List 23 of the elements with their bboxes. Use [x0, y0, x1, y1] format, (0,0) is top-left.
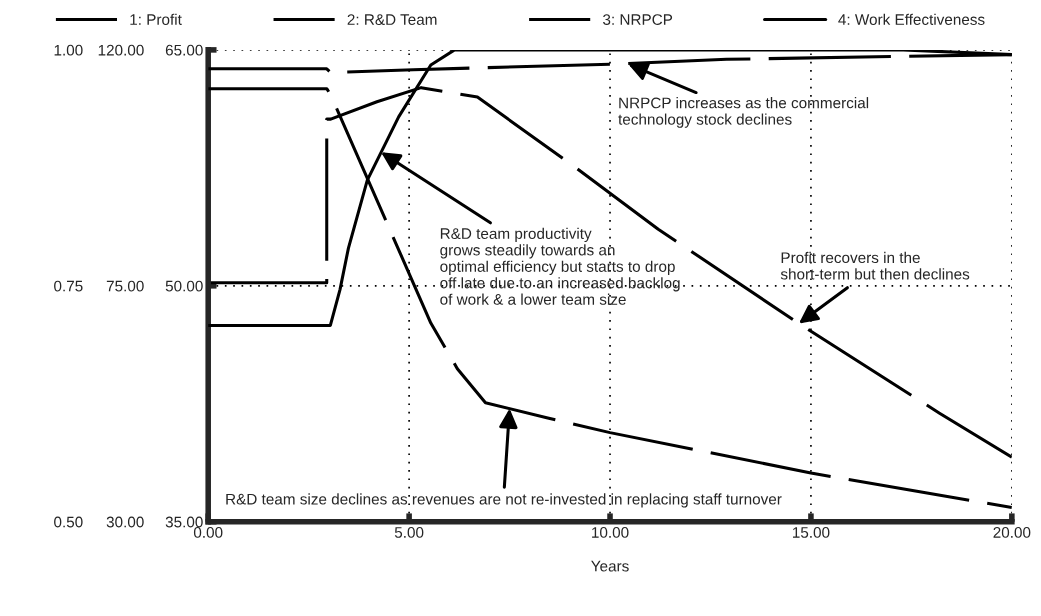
legend-label: 1: Profit [130, 13, 182, 25]
y3-tick-label: 1.00 [54, 44, 83, 56]
x-tick-label: 20.00 [993, 527, 1031, 538]
annotation: NRPCP increases as the commercial technology stock declines [618, 97, 869, 128]
legend-label: 4: Work Effectiveness [838, 13, 985, 25]
x-tick-label: 5.00 [394, 527, 424, 538]
y2-tick-label: 30.00 [106, 516, 144, 528]
y3-tick-label: 0.50 [54, 516, 83, 528]
legend-label: 2: R&D Team [347, 14, 437, 25]
y-tick-label: 65.00 [165, 44, 203, 56]
y-tick-label: 35.00 [165, 516, 203, 528]
annotation: R&D team size declines as revenues are not re-invested in replacing staff turnover [226, 493, 782, 508]
y2-tick-label: 75.00 [106, 280, 144, 292]
annotation: R&D team productivity grows steadily towards an optimal efficiency but starts to drop off late due to an increased backlog of work & a lower team size [440, 227, 680, 305]
y2-tick-label: 120.00 [98, 44, 144, 56]
legend-label: 3: NRPCP [603, 14, 673, 25]
y3-tick-label: 0.75 [54, 280, 83, 292]
annotation: Profit recovers in the short-term but then declines [780, 251, 970, 280]
x-axis-title: Years [591, 560, 629, 572]
x-tick-label: 10.00 [592, 527, 629, 538]
y-tick-label: 50.00 [165, 280, 203, 292]
x-tick-label: 0.00 [193, 527, 223, 538]
x-tick-label: 15.00 [792, 527, 830, 538]
